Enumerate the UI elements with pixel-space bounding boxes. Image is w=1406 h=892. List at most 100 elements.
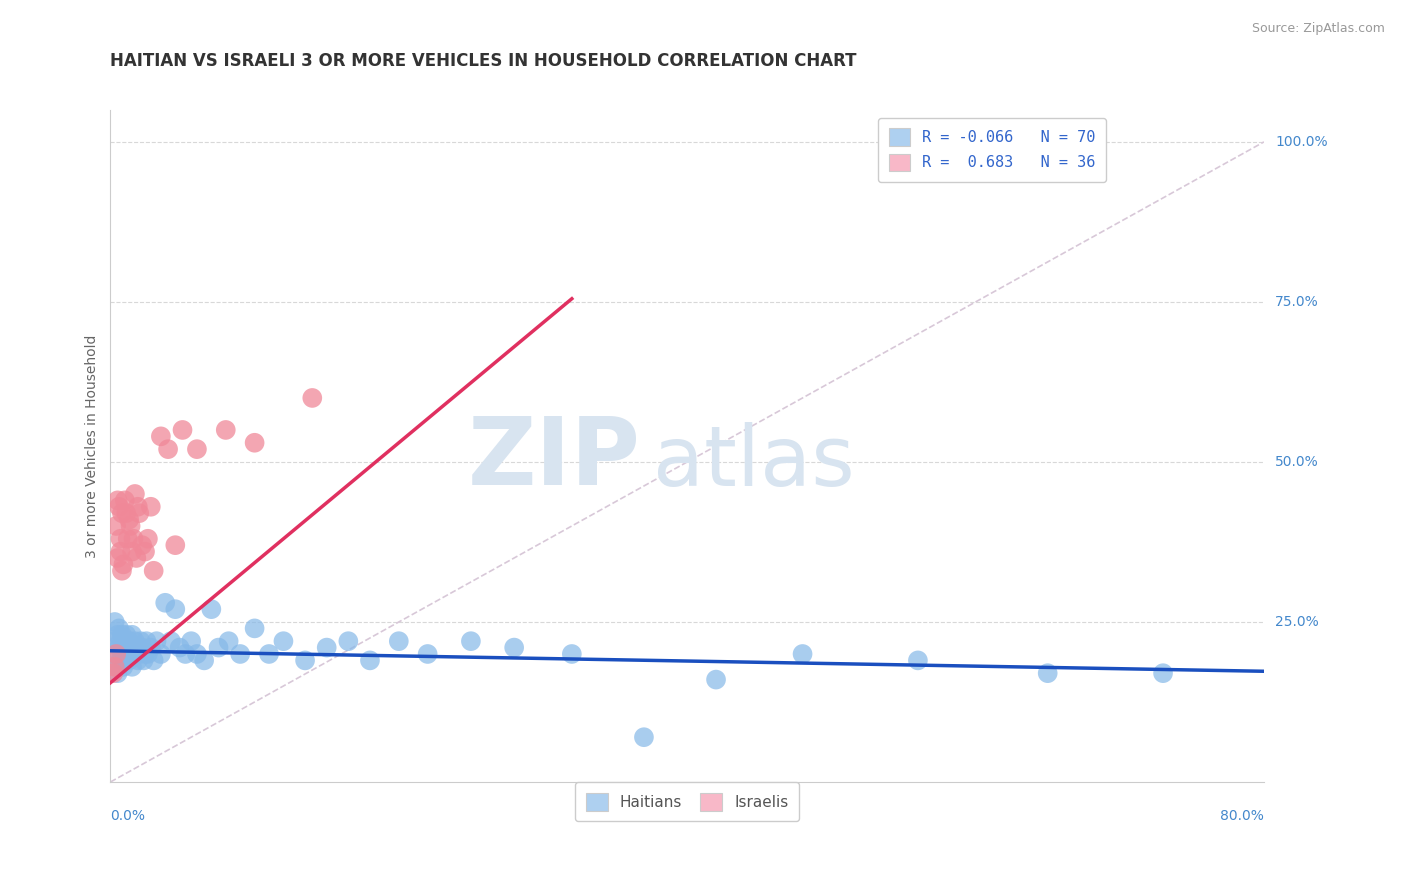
Point <box>174 647 197 661</box>
Point <box>114 647 136 661</box>
Point <box>103 634 125 648</box>
Point <box>243 621 266 635</box>
Point <box>301 391 323 405</box>
Point <box>907 653 929 667</box>
Point <box>1036 666 1059 681</box>
Text: ZIP: ZIP <box>468 413 641 506</box>
Point <box>105 647 128 661</box>
Point <box>460 634 482 648</box>
Point <box>149 647 172 661</box>
Point <box>107 666 129 681</box>
Point <box>215 423 238 437</box>
Point <box>112 640 135 655</box>
Point <box>136 532 159 546</box>
Point <box>135 634 157 648</box>
Point <box>257 647 280 661</box>
Point <box>121 628 143 642</box>
Point <box>180 634 202 648</box>
Point <box>337 634 360 648</box>
Point <box>142 653 165 667</box>
Point <box>186 647 208 661</box>
Text: Source: ZipAtlas.com: Source: ZipAtlas.com <box>1251 22 1385 36</box>
Point <box>111 628 134 642</box>
Point <box>114 493 136 508</box>
Legend: Haitians, Israelis: Haitians, Israelis <box>575 782 799 822</box>
Point <box>110 634 132 648</box>
Point <box>122 532 145 546</box>
Point <box>117 647 139 661</box>
Point <box>315 640 337 655</box>
Point <box>134 647 156 661</box>
Point <box>117 532 139 546</box>
Point <box>633 730 655 744</box>
Point <box>105 660 128 674</box>
Point <box>145 634 167 648</box>
Point <box>108 621 131 635</box>
Y-axis label: 3 or more Vehicles in Household: 3 or more Vehicles in Household <box>86 334 100 558</box>
Point <box>139 640 162 655</box>
Text: 100.0%: 100.0% <box>1275 135 1327 149</box>
Point <box>160 634 183 648</box>
Point <box>503 640 526 655</box>
Point <box>105 519 128 533</box>
Point <box>122 647 145 661</box>
Point <box>139 500 162 514</box>
Point <box>107 628 129 642</box>
Point <box>186 442 208 457</box>
Point <box>243 435 266 450</box>
Point <box>112 660 135 674</box>
Point <box>111 647 134 661</box>
Point <box>388 634 411 648</box>
Point <box>561 647 583 661</box>
Point <box>107 551 129 566</box>
Point <box>172 423 194 437</box>
Point <box>120 519 142 533</box>
Point <box>128 647 150 661</box>
Point <box>111 506 134 520</box>
Point <box>149 429 172 443</box>
Point <box>165 602 187 616</box>
Point <box>132 653 155 667</box>
Point <box>121 544 143 558</box>
Point <box>103 666 125 681</box>
Point <box>127 500 149 514</box>
Point <box>792 647 814 661</box>
Text: 80.0%: 80.0% <box>1220 809 1264 823</box>
Point <box>120 640 142 655</box>
Point <box>118 512 141 526</box>
Point <box>115 506 138 520</box>
Point <box>273 634 295 648</box>
Point <box>115 628 138 642</box>
Point <box>111 564 134 578</box>
Text: 50.0%: 50.0% <box>1275 455 1319 469</box>
Point <box>128 506 150 520</box>
Point <box>118 634 141 648</box>
Point <box>104 615 127 629</box>
Point <box>193 653 215 667</box>
Point <box>294 653 316 667</box>
Point <box>1152 666 1174 681</box>
Text: HAITIAN VS ISRAELI 3 OR MORE VEHICLES IN HOUSEHOLD CORRELATION CHART: HAITIAN VS ISRAELI 3 OR MORE VEHICLES IN… <box>111 52 856 70</box>
Point <box>104 660 127 674</box>
Point <box>142 564 165 578</box>
Point <box>121 660 143 674</box>
Point <box>200 602 222 616</box>
Point <box>110 653 132 667</box>
Point <box>115 653 138 667</box>
Point <box>169 640 191 655</box>
Point <box>124 634 146 648</box>
Point <box>155 596 177 610</box>
Point <box>704 673 727 687</box>
Point <box>165 538 187 552</box>
Point <box>107 493 129 508</box>
Point <box>129 634 152 648</box>
Text: 75.0%: 75.0% <box>1275 295 1319 309</box>
Point <box>125 640 148 655</box>
Point <box>110 532 132 546</box>
Point <box>110 544 132 558</box>
Point <box>108 640 131 655</box>
Point <box>114 634 136 648</box>
Point <box>134 544 156 558</box>
Text: 0.0%: 0.0% <box>111 809 145 823</box>
Point <box>416 647 439 661</box>
